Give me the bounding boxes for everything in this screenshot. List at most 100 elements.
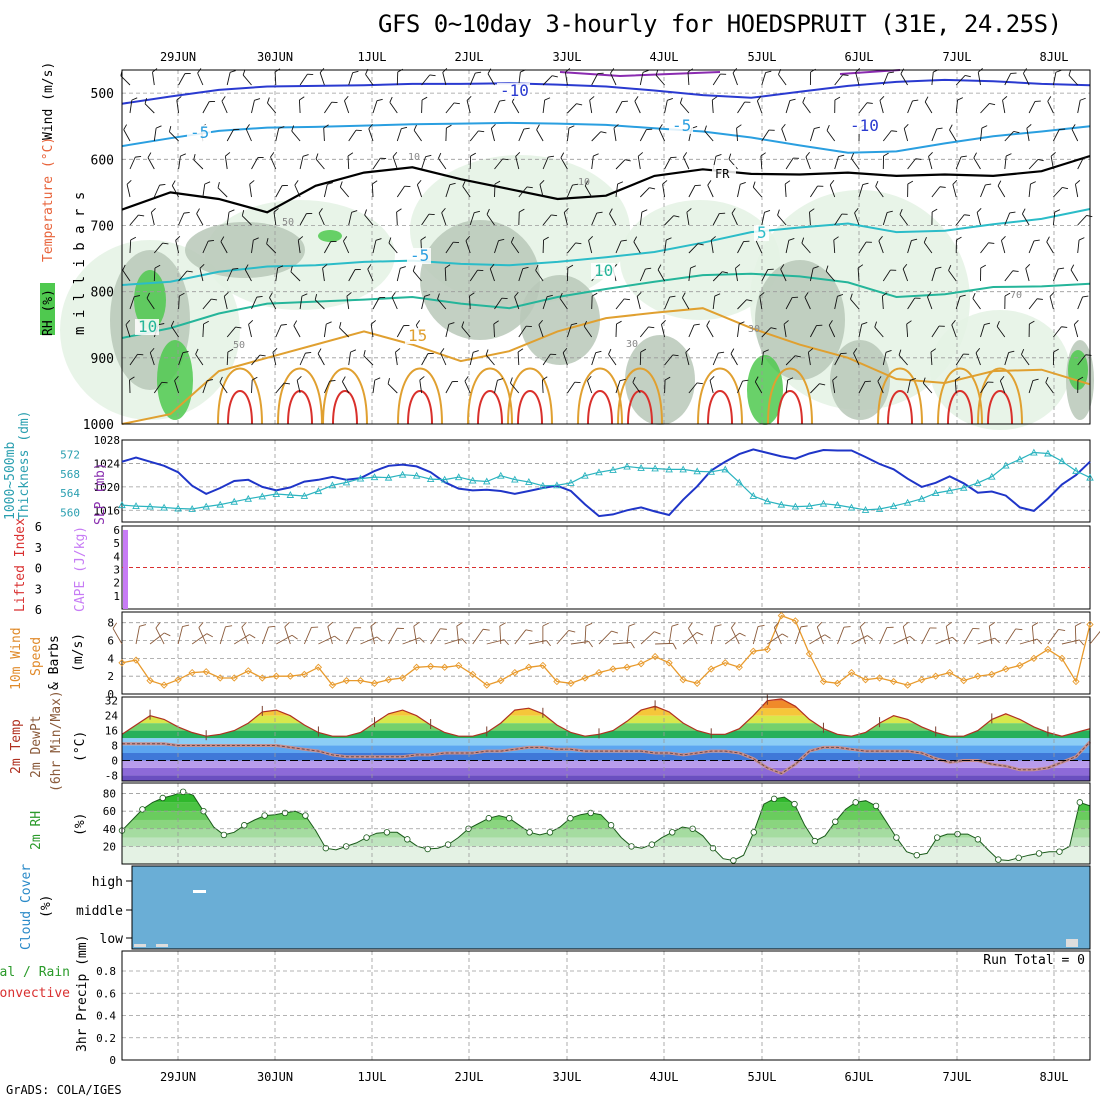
wind-barb-shaft	[318, 635, 335, 645]
wind-barb-flag	[211, 298, 218, 301]
wind-barb	[251, 354, 266, 366]
wind-barb	[828, 320, 836, 338]
wind-barb-flag	[585, 622, 593, 627]
wind-barb	[324, 240, 337, 254]
wind-barb-flag	[448, 322, 455, 325]
rh-point	[954, 830, 961, 838]
rh-point	[1076, 799, 1084, 806]
wind-barb-shaft	[445, 102, 455, 114]
wind-barb-shaft	[299, 352, 306, 366]
wind-barb-shaft	[931, 325, 940, 338]
wind-barb	[444, 264, 451, 282]
wind-speed-point	[441, 663, 449, 671]
wind-barb-shaft	[226, 268, 233, 282]
wind-barb-flag	[306, 212, 313, 215]
wind-barb-10m	[276, 634, 298, 645]
temp-tick-label: 32	[105, 695, 118, 708]
wind-barb	[344, 95, 350, 114]
wind-barb	[587, 375, 593, 394]
wind-barb-flag	[850, 152, 855, 159]
wind-barb-flag	[738, 321, 745, 325]
wind-barb-shaft	[923, 382, 933, 394]
thickness-point	[482, 477, 491, 485]
wind-barb-shaft	[1049, 296, 1054, 310]
wind-barb-flag	[931, 208, 938, 213]
wind-barb	[682, 152, 690, 170]
precip-tick-label: 0.2	[96, 1032, 116, 1045]
wind-barb-flag	[343, 236, 348, 242]
wind-barb-10m	[1074, 622, 1082, 645]
wind-barb-flag	[972, 627, 980, 630]
wind-barb-flag	[1053, 348, 1059, 353]
wind-barb-shaft	[153, 128, 157, 142]
wind-barb-10m	[1047, 628, 1066, 645]
rh-point	[546, 829, 554, 836]
wind-barb	[709, 375, 715, 394]
wind-speed-point	[1002, 665, 1010, 673]
wind-barb-flag	[441, 207, 446, 213]
thickness-point	[160, 503, 168, 511]
wind-barb-flag	[146, 292, 150, 299]
wind-barb	[129, 214, 145, 226]
wind-barb-shaft	[564, 72, 568, 86]
wind-barb-flag	[936, 127, 943, 130]
wind-barb-shaft	[1005, 628, 1017, 645]
wind-barb	[517, 348, 524, 366]
wind-barb-flag	[281, 323, 287, 326]
wind-barb-shaft	[566, 184, 573, 198]
wind-barb-10m	[710, 624, 722, 645]
wind-barb-shaft	[613, 128, 617, 142]
wind-barb-flag	[816, 621, 823, 628]
wind-barb-shaft	[761, 212, 765, 226]
wind-barb-shaft	[1077, 100, 1081, 114]
wind-barb-flag	[948, 264, 952, 271]
wind-barb-shaft	[542, 75, 553, 86]
wind-barb-flag	[223, 291, 229, 297]
wind-barb	[679, 97, 690, 114]
wind-barb-flag	[269, 292, 273, 298]
wind-barb-shaft	[396, 128, 402, 142]
cloud-level-label: low	[100, 932, 124, 947]
wind-barb-flag	[298, 236, 304, 241]
wind-barb	[591, 211, 603, 226]
wind-barb-shaft	[149, 632, 165, 645]
wind-barb-shaft	[875, 186, 884, 198]
warm-contour	[617, 367, 663, 425]
wind-barb-flag	[673, 215, 680, 218]
wind-barb-flag	[712, 96, 718, 101]
x-tick-label-top: 5JUL	[748, 50, 777, 64]
wind-barb	[834, 154, 845, 170]
wind-barb	[686, 208, 692, 226]
wind-barb-shaft	[442, 72, 447, 86]
thickness-point	[567, 478, 575, 486]
wind-barb-shaft	[924, 101, 933, 114]
wind-barb-flag	[1023, 68, 1027, 74]
wind-barb	[639, 326, 655, 338]
wind-barb	[416, 179, 423, 198]
wind-tick-label: 6	[107, 635, 114, 648]
wind-barb	[178, 211, 190, 226]
wind-barb-shaft	[348, 269, 356, 282]
wind-barb-10m	[724, 632, 746, 645]
wind-barb-shaft	[977, 72, 981, 86]
rh-point	[770, 795, 778, 803]
wind-barb	[567, 242, 582, 254]
rh-contour-label: 50	[233, 340, 245, 351]
rh-point	[302, 812, 309, 819]
wind-barb-shaft	[851, 635, 868, 645]
wind-barb-flag	[278, 126, 285, 129]
wind-barb-shaft	[785, 380, 789, 394]
wind-barb	[930, 348, 937, 366]
wind-barb	[858, 380, 871, 394]
wind-barb	[664, 295, 676, 310]
wind-barb	[342, 376, 350, 394]
wind-barb	[877, 376, 884, 394]
wind-barb-flag	[412, 265, 416, 272]
rh-point	[974, 836, 982, 843]
wind-barb-shaft	[178, 270, 188, 282]
wind-speed-point	[623, 663, 631, 671]
wind-barb	[1022, 208, 1030, 226]
wind-barb	[1077, 376, 1084, 394]
wind-barb-shaft	[342, 381, 350, 394]
wind-barb-shaft	[850, 158, 860, 170]
